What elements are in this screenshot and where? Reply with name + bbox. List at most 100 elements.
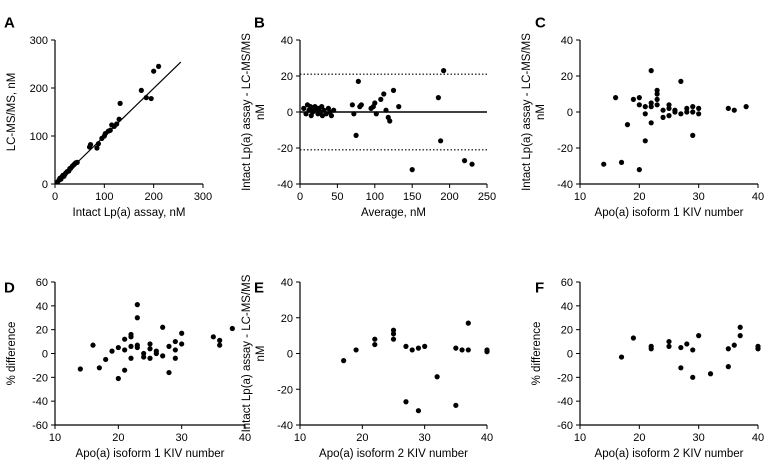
data-point (172, 347, 178, 353)
data-point (696, 105, 702, 111)
data-point (303, 111, 309, 117)
y-tick-label: 20 (561, 325, 573, 337)
x-tick-label: 100 (366, 191, 384, 203)
data-point (465, 320, 471, 326)
data-point (90, 342, 96, 348)
y-tick-label: 300 (30, 35, 48, 47)
x-axis-title: Apo(a) isoform 2 KIV number (595, 448, 744, 460)
y-tick-label: 0 (42, 179, 48, 191)
y-tick-label: -40 (557, 396, 573, 408)
y-tick-label: 100 (30, 131, 48, 143)
y-tick-label: 60 (36, 277, 48, 289)
data-point (109, 348, 115, 354)
data-point (179, 330, 185, 336)
y-tick-label: 40 (36, 301, 48, 313)
y-axis-title: LC-MS/MS, nM (6, 73, 18, 152)
data-point (660, 114, 666, 120)
data-point (731, 342, 737, 348)
data-point (654, 91, 660, 97)
data-point (696, 111, 702, 117)
data-point (141, 354, 147, 360)
data-point (115, 344, 121, 351)
data-point (660, 107, 666, 113)
data-point (138, 87, 144, 93)
panel-b: B 0 50 100 150 200 250 -40 -20 0 20 40 Average, nM In… (241, 14, 496, 219)
x-axis-title: Intact Lp(a) assay, nM (73, 207, 186, 219)
data-point (666, 105, 672, 111)
x-tick-label: 200 (440, 191, 458, 203)
data-point (166, 343, 172, 349)
y-tick-label: 20 (36, 325, 48, 337)
y-tick-label: -40 (277, 420, 293, 432)
data-point (415, 345, 422, 351)
x-tick-label: 150 (403, 191, 421, 203)
data-point (409, 167, 415, 173)
data-point (116, 116, 122, 122)
data-point (351, 111, 357, 117)
x-tick-label: 50 (331, 191, 343, 203)
y-tick-label: 0 (287, 107, 293, 119)
data-point (642, 111, 648, 117)
data-point (654, 102, 660, 108)
data-point (355, 78, 361, 84)
data-point (210, 334, 216, 340)
data-point (684, 109, 690, 115)
data-point (678, 111, 684, 117)
data-point (630, 96, 637, 102)
data-point (461, 158, 468, 164)
data-point (396, 104, 402, 110)
y-tick-label: 20 (281, 71, 293, 83)
data-point (358, 102, 364, 108)
data-point (441, 68, 447, 74)
x-tick-label: 30 (693, 432, 705, 444)
data-point (390, 336, 397, 342)
data-point (666, 343, 672, 349)
data-point (353, 132, 359, 138)
x-tick-label: 40 (239, 432, 251, 444)
x-axis-title: Apo(a) isoform 2 KIV number (319, 448, 468, 460)
y-axis-title: % difference (531, 322, 543, 386)
x-tick-label: 10 (574, 432, 586, 444)
data-point (648, 346, 654, 352)
data-point (96, 365, 102, 371)
data-point (422, 343, 428, 349)
data-point (147, 346, 153, 352)
data-point (453, 345, 459, 351)
data-point (707, 371, 714, 377)
data-point (409, 347, 415, 353)
data-point (151, 68, 157, 74)
data-point (341, 358, 347, 364)
data-point (636, 167, 642, 173)
panel-a: A 0 100 200 300 0 100 200 300 Intact Lp(a) assay,… (4, 14, 212, 219)
data-point (94, 145, 100, 151)
data-point (690, 347, 696, 353)
data-point (390, 331, 397, 337)
data-point (725, 364, 731, 370)
data-point (117, 100, 123, 106)
data-point (122, 347, 128, 353)
data-point (438, 138, 444, 144)
x-tick-label: 250 (478, 191, 496, 203)
x-tick-label: 10 (294, 432, 306, 444)
data-point (642, 104, 648, 110)
data-point (103, 356, 109, 363)
x-tick-label: 30 (176, 432, 188, 444)
data-point (690, 109, 696, 115)
data-point (147, 341, 153, 347)
data-point (74, 159, 80, 165)
data-point (648, 104, 654, 110)
x-tick-label: 30 (419, 432, 431, 444)
data-point (696, 333, 702, 339)
data-point (731, 107, 737, 113)
data-point (465, 347, 471, 353)
y-tick-label: 20 (281, 313, 293, 325)
y-tick-label: -60 (32, 420, 48, 432)
data-point (378, 96, 384, 102)
data-point (636, 102, 642, 108)
data-point (684, 341, 690, 347)
x-tick-label: 100 (95, 191, 113, 203)
data-point (134, 302, 140, 308)
data-point (624, 122, 631, 128)
data-point (134, 344, 140, 351)
